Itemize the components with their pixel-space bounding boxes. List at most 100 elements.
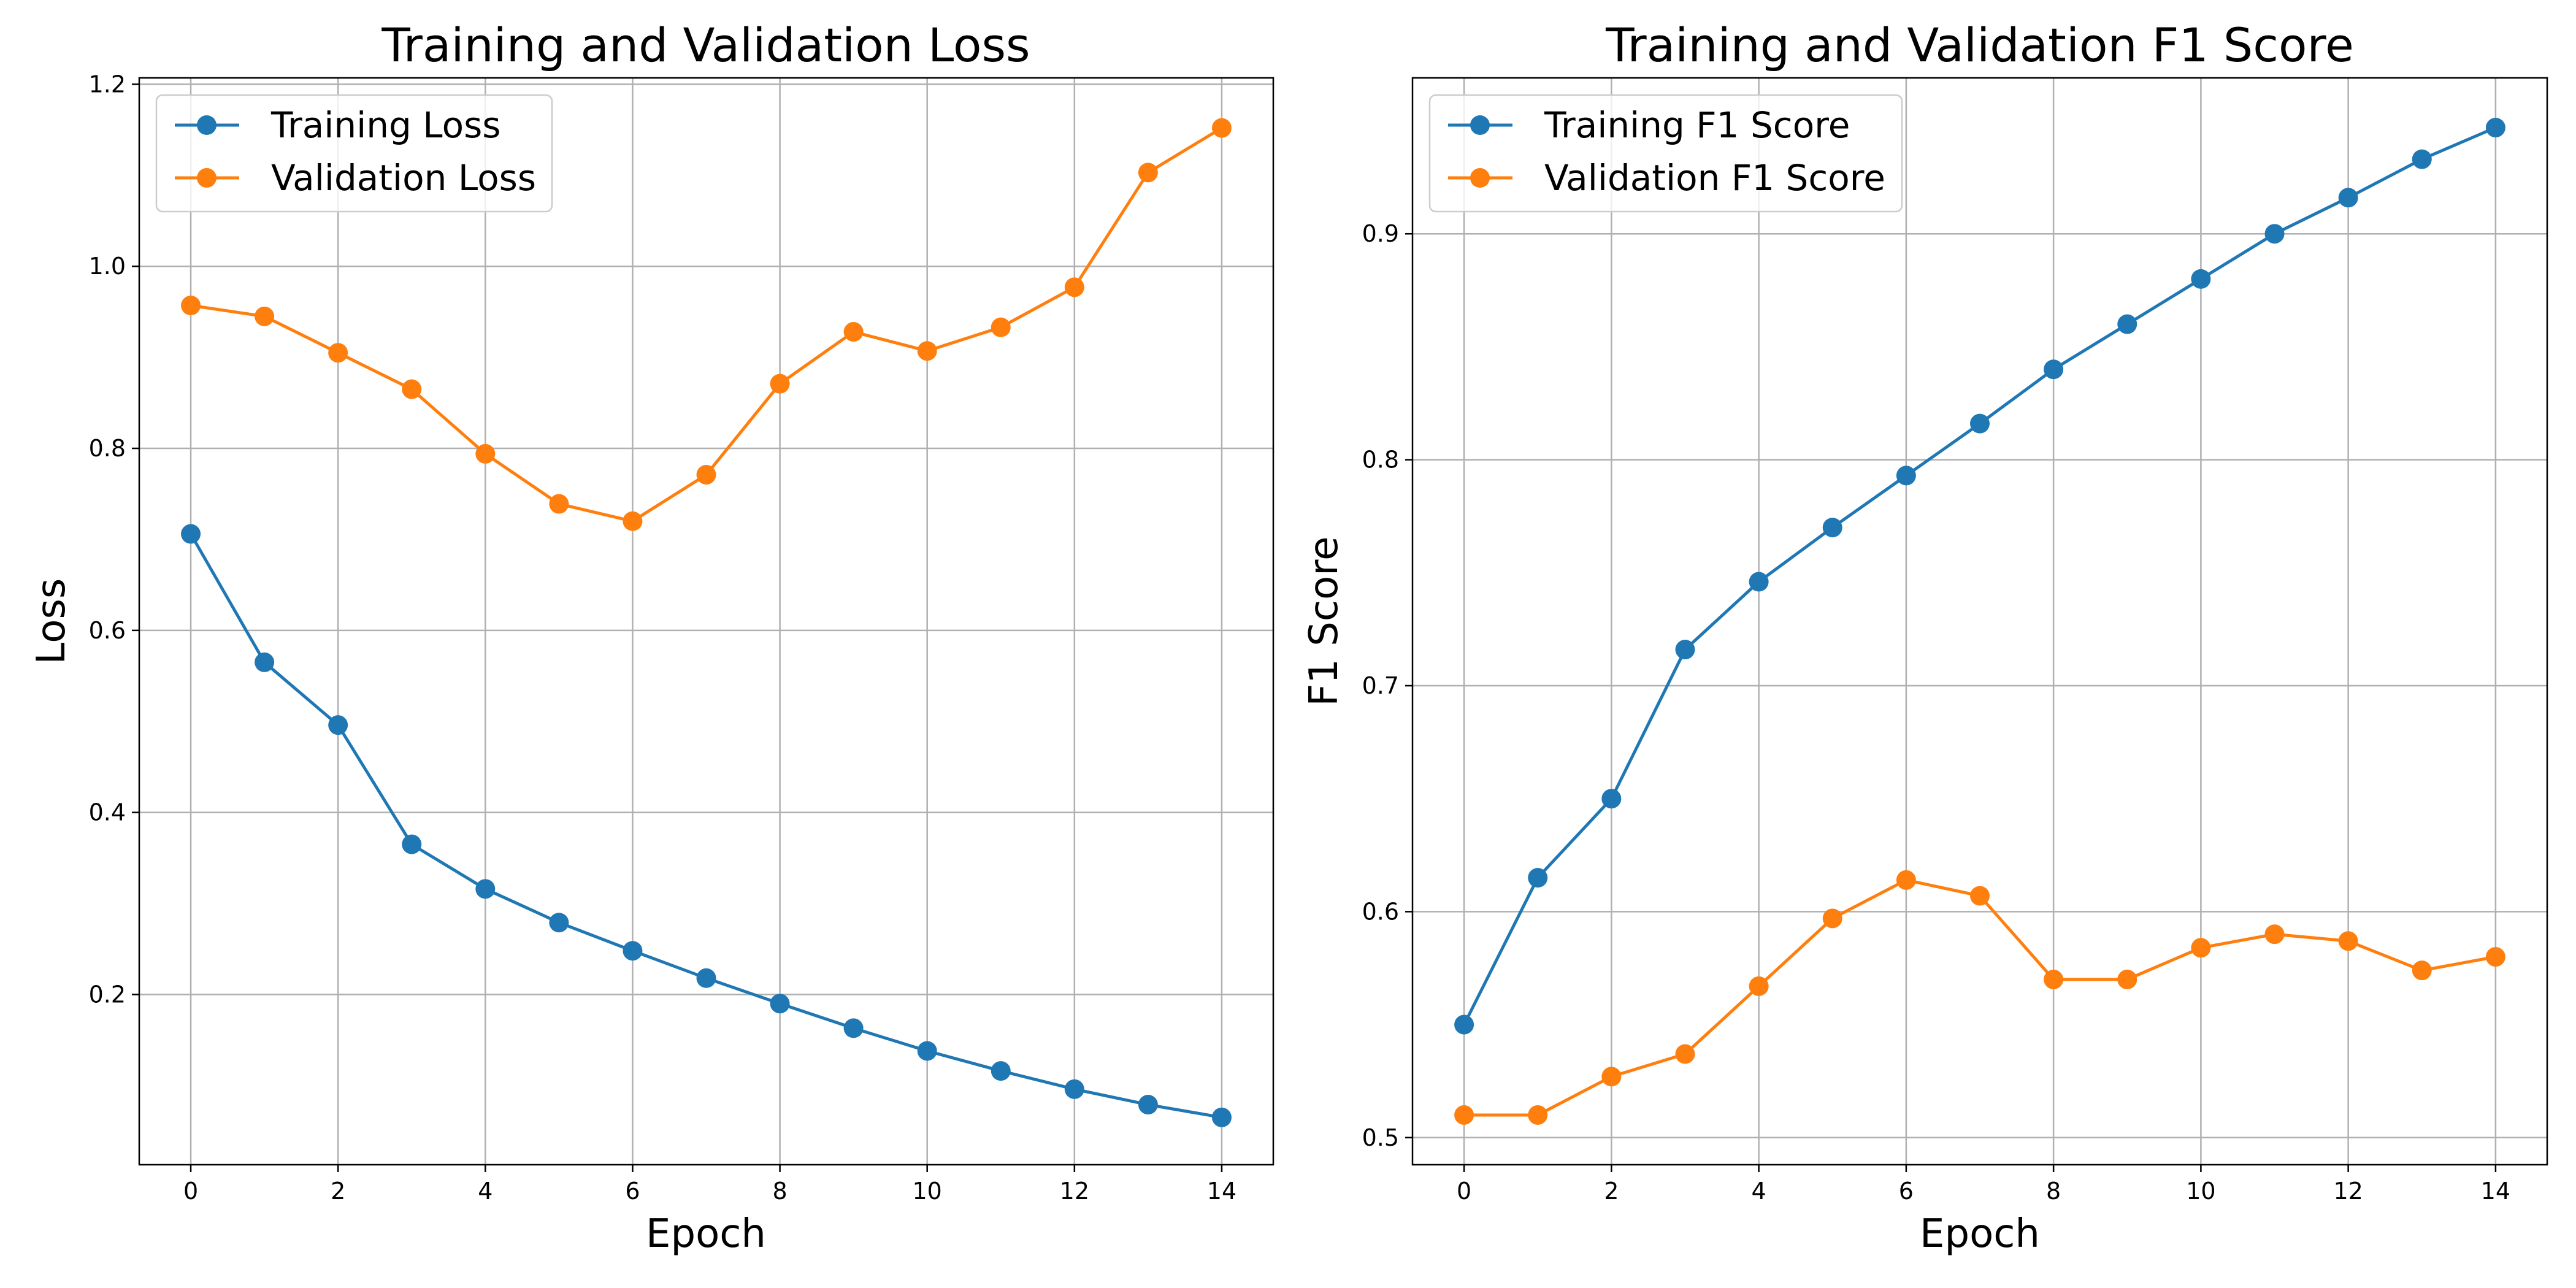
- loss-chart-y-tick-label: 1.0: [89, 253, 126, 280]
- f1-chart-validation-point: [1675, 1044, 1695, 1064]
- loss-chart-validation-point: [475, 443, 496, 464]
- loss-chart-y-tick-label: 0.4: [89, 799, 126, 826]
- f1-chart-validation-point: [1528, 1105, 1548, 1125]
- f1-chart-validation-point: [1454, 1105, 1474, 1125]
- f1-chart-y-tick-label: 0.7: [1362, 672, 1399, 699]
- loss-chart-x-tick-label: 14: [1207, 1178, 1236, 1205]
- loss-chart-y-tick-label: 1.2: [89, 71, 126, 98]
- loss-chart-plot-frame: [138, 77, 1275, 1166]
- loss-chart-legend-marker-training: [197, 115, 217, 135]
- loss-chart-series: [181, 118, 1232, 1127]
- loss-chart-legend: Training Loss Validation Loss: [155, 94, 553, 213]
- f1-chart-validation-point: [2485, 947, 2505, 967]
- loss-chart-validation-point: [843, 322, 864, 342]
- f1-chart-validation-point: [2264, 924, 2285, 945]
- loss-chart-y-tick-label: 0.8: [89, 435, 126, 462]
- f1-chart-training-point: [1970, 413, 1990, 434]
- f1-chart-training-point: [1896, 466, 1916, 486]
- f1-chart-x-tick-label: 2: [1604, 1178, 1619, 1205]
- loss-chart-x-tick-label: 8: [772, 1178, 787, 1205]
- loss-chart-validation-point: [1138, 163, 1158, 183]
- f1-chart-legend-marker-training: [1470, 115, 1490, 135]
- f1-chart-legend-label-validation: Validation F1 Score: [1544, 157, 1885, 199]
- f1-chart-title: Training and Validation F1 Score: [1605, 18, 2354, 72]
- loss-chart-training-point: [328, 715, 348, 735]
- f1-chart-x-axis-label: Epoch: [1920, 1211, 2040, 1257]
- f1-chart-x-tick-label: 14: [2481, 1178, 2510, 1205]
- loss-chart-y-axis-label: Loss: [29, 578, 74, 664]
- loss-chart-training-point: [181, 524, 201, 544]
- loss-chart-training-point: [475, 879, 496, 899]
- f1-chart-validation-point: [1970, 886, 1990, 906]
- loss-chart-training-point: [402, 834, 422, 854]
- loss-chart-validation-point: [623, 511, 643, 531]
- f1-chart-plot-frame: [1411, 77, 2548, 1166]
- loss-chart-validation-point: [549, 494, 569, 514]
- f1-chart-training-point: [1675, 640, 1695, 660]
- loss-chart-validation-point: [991, 317, 1011, 337]
- f1-chart-y-tick-label: 0.5: [1362, 1124, 1399, 1151]
- f1-chart-x-tick-label: 8: [2046, 1178, 2061, 1205]
- f1-chart-training-point: [2485, 118, 2505, 138]
- loss-chart-validation-point: [917, 341, 937, 361]
- f1-chart-training-point: [1601, 789, 1622, 809]
- loss-chart-training-point: [1064, 1079, 1084, 1099]
- loss-chart-validation-point: [402, 379, 422, 399]
- f1-chart-x-tick-label: 4: [1752, 1178, 1766, 1205]
- loss-chart-training-point: [917, 1041, 937, 1061]
- f1-chart-validation-point: [1896, 870, 1916, 890]
- loss-chart-legend-box: [155, 94, 553, 213]
- loss-chart-x-tick-label: 10: [913, 1178, 942, 1205]
- f1-chart-validation-point: [1601, 1067, 1622, 1087]
- loss-chart: Training and Validation Loss 0 2 4 6 8 10 12 14…: [29, 18, 1275, 1257]
- f1-chart-training-point: [2191, 269, 2211, 289]
- f1-chart-legend-label-training: Training F1 Score: [1544, 104, 1850, 146]
- f1-chart-series: [1454, 118, 2505, 1125]
- f1-chart-training-point: [2044, 359, 2064, 380]
- f1-chart-ticks: 0 2 4 6 8 10 12 14 0.5 0.6 0.7 0.8 0.9: [1362, 220, 2511, 1205]
- f1-chart-x-tick-label: 6: [1899, 1178, 1914, 1205]
- f1-chart-training-point: [1528, 868, 1548, 888]
- f1-chart-y-tick-label: 0.8: [1362, 447, 1399, 473]
- f1-chart-training-point: [2264, 224, 2285, 244]
- loss-chart-ticks: 0 2 4 6 8 10 12 14 0.2 0.4 0.6 0.8 1.0 1.2: [89, 71, 1237, 1205]
- loss-chart-training-point: [696, 968, 716, 988]
- f1-chart-x-tick-label: 10: [2186, 1178, 2215, 1205]
- loss-chart-validation-point: [328, 343, 348, 363]
- f1-chart-training-point: [1822, 518, 1842, 538]
- loss-chart-training-point: [1211, 1107, 1232, 1127]
- loss-chart-training-point: [991, 1061, 1011, 1081]
- f1-chart-training-point: [2117, 314, 2137, 334]
- f1-chart-y-axis-label: F1 Score: [1301, 536, 1347, 706]
- f1-chart-training-point: [2412, 149, 2432, 169]
- f1-chart-validation-point: [1822, 908, 1842, 929]
- loss-chart-validation-point: [1211, 118, 1232, 138]
- loss-chart-legend-marker-validation: [197, 168, 217, 188]
- f1-chart-training-point: [1454, 1014, 1474, 1035]
- loss-chart-validation-point: [1064, 277, 1084, 297]
- f1-chart-validation-point: [2338, 931, 2358, 951]
- loss-chart-training-point: [255, 652, 275, 672]
- loss-chart-x-tick-label: 6: [625, 1178, 640, 1205]
- f1-chart-validation-point: [2044, 969, 2064, 989]
- loss-chart-legend-label-training: Training Loss: [270, 104, 501, 146]
- f1-chart-grid: [1413, 78, 2547, 1165]
- f1-chart-legend-box: [1428, 94, 1903, 213]
- loss-chart-validation-point: [181, 296, 201, 316]
- f1-chart-validation-point: [1749, 976, 1769, 996]
- f1-chart-legend-marker-validation: [1470, 168, 1490, 188]
- f1-chart-legend: Training F1 Score Validation F1 Score: [1428, 94, 1903, 213]
- loss-chart-training-point: [549, 913, 569, 933]
- loss-chart-y-tick-label: 0.2: [89, 981, 126, 1008]
- loss-chart-title: Training and Validation Loss: [381, 18, 1030, 72]
- f1-chart: Training and Validation F1 Score 0 2 4 6 8 10…: [1301, 18, 2548, 1257]
- f1-chart-training-point: [2338, 188, 2358, 208]
- f1-chart-validation-point: [2191, 938, 2211, 958]
- loss-chart-x-tick-label: 2: [331, 1178, 345, 1205]
- f1-chart-y-tick-label: 0.9: [1362, 220, 1399, 247]
- f1-chart-training-point: [1749, 572, 1769, 592]
- loss-chart-x-axis-label: Epoch: [646, 1211, 766, 1257]
- loss-chart-grid: [139, 78, 1273, 1165]
